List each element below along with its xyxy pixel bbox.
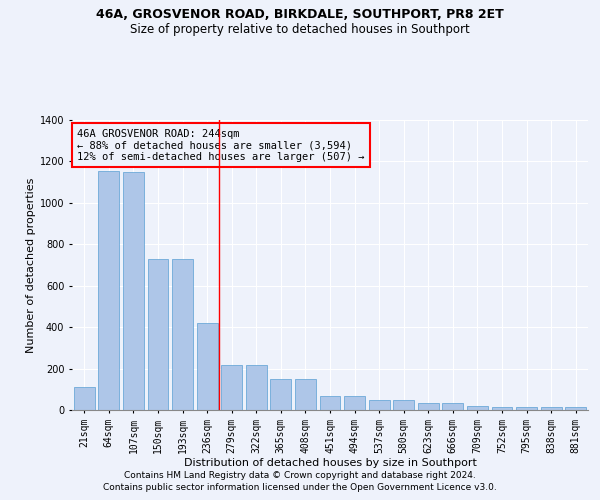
- Bar: [467, 406, 488, 410]
- Bar: [541, 407, 562, 410]
- Bar: [123, 172, 144, 410]
- Bar: [491, 408, 512, 410]
- Bar: [74, 387, 95, 410]
- Bar: [565, 407, 586, 410]
- Bar: [418, 403, 439, 410]
- Bar: [197, 323, 218, 410]
- Bar: [246, 366, 267, 410]
- Bar: [271, 379, 292, 410]
- Bar: [368, 400, 389, 410]
- Bar: [295, 379, 316, 410]
- Bar: [442, 403, 463, 410]
- X-axis label: Distribution of detached houses by size in Southport: Distribution of detached houses by size …: [184, 458, 476, 468]
- Text: Size of property relative to detached houses in Southport: Size of property relative to detached ho…: [130, 22, 470, 36]
- Bar: [393, 400, 414, 410]
- Y-axis label: Number of detached properties: Number of detached properties: [26, 178, 35, 352]
- Bar: [344, 396, 365, 410]
- Bar: [172, 259, 193, 410]
- Bar: [516, 408, 537, 410]
- Text: 46A, GROSVENOR ROAD, BIRKDALE, SOUTHPORT, PR8 2ET: 46A, GROSVENOR ROAD, BIRKDALE, SOUTHPORT…: [96, 8, 504, 20]
- Text: 46A GROSVENOR ROAD: 244sqm
← 88% of detached houses are smaller (3,594)
12% of s: 46A GROSVENOR ROAD: 244sqm ← 88% of deta…: [77, 128, 365, 162]
- Bar: [148, 259, 169, 410]
- Text: Contains HM Land Registry data © Crown copyright and database right 2024.
Contai: Contains HM Land Registry data © Crown c…: [103, 471, 497, 492]
- Bar: [98, 171, 119, 410]
- Bar: [320, 396, 340, 410]
- Bar: [221, 366, 242, 410]
